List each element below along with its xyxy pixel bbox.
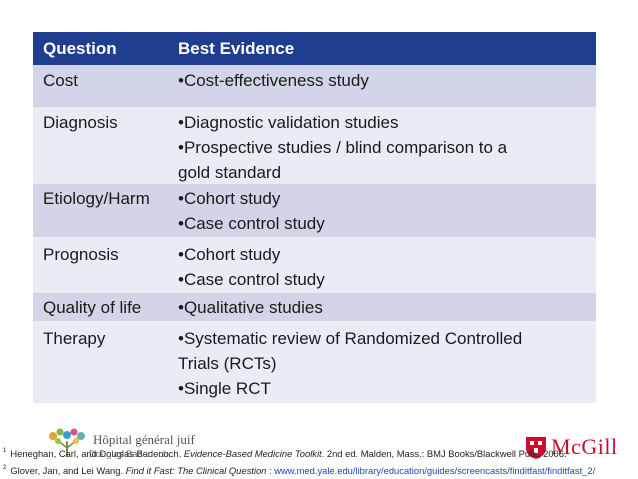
evidence-cell: •Systematic review of Randomized Control… [173, 326, 596, 403]
evidence-line: gold standard [178, 163, 282, 182]
reference-separator: : [266, 465, 275, 476]
table-row: Prognosis •Cohort study •Case control st… [33, 237, 596, 293]
hospital-name: Hôpital général juif [93, 432, 195, 447]
evidence-line: •Case control study [178, 214, 325, 233]
table-header: Question Best Evidence [33, 32, 596, 65]
header-evidence: Best Evidence [178, 38, 295, 58]
table-row: Therapy •Systematic review of Randomized… [33, 321, 596, 403]
question-cell: Etiology/Harm [43, 189, 150, 208]
reference-link[interactable]: www.med.yale.edu/library/education/guide… [274, 465, 596, 476]
reference-publisher: . 2nd ed. Malden, Mass.: BMJ Books/Black… [321, 448, 567, 459]
reference-title: Evidence-Based Medicine Toolkit [183, 448, 322, 459]
table-row: Cost •Cost-effectiveness study [33, 65, 596, 107]
evidence-line: •Cost-effectiveness study [178, 71, 369, 90]
question-cell: Prognosis [43, 245, 119, 264]
evidence-line: •Cohort study [178, 189, 281, 208]
evidence-line: •Systematic review of Randomized Control… [178, 329, 523, 348]
question-cell: Diagnosis [43, 113, 118, 132]
evidence-line: •Diagnostic validation studies [178, 113, 399, 132]
evidence-line: Trials (RCTs) [178, 354, 277, 373]
evidence-line: •Cohort study [178, 245, 281, 264]
footer: Hôpital général juif McGill 1 Heneghan, C… [0, 428, 638, 479]
hospital-logo: Hôpital général juif [45, 428, 205, 458]
question-cell: Cost [43, 71, 78, 90]
evidence-line: •Case control study [178, 270, 325, 289]
table-row: Diagnosis •Diagnostic validation studies… [33, 107, 596, 184]
reference-1: 1 Heneghan, Carl, and Douglas Badenoch. E… [3, 448, 567, 459]
evidence-table: Question Best Evidence Cost •Cost-effect… [33, 32, 596, 403]
question-cell: Therapy [43, 329, 106, 348]
header-question: Question [43, 38, 117, 58]
question-cell: Quality of life [43, 298, 142, 317]
reference-2: 2 Glover, Jan, and Lei Wang. Find it Fast… [3, 465, 595, 476]
table-row: Quality of life •Qualitative studies [33, 293, 596, 321]
evidence-line: •Single RCT [178, 379, 271, 398]
evidence-cell: •Diagnostic validation studies •Prospect… [173, 110, 596, 184]
reference-title: Find it Fast: The Clinical Question [125, 465, 267, 476]
evidence-line: •Prospective studies / blind comparison … [178, 138, 508, 157]
mcgill-wordmark: McGill [551, 434, 618, 459]
crest-icon [526, 437, 546, 459]
table-row: Etiology/Harm •Cohort study •Case contro… [33, 184, 596, 237]
evidence-cell: •Qualitative studies [173, 295, 596, 321]
evidence-cell: •Cost-effectiveness study [173, 68, 596, 107]
reference-authors: Glover, Jan, and Lei Wang. [10, 465, 126, 476]
mcgill-logo: McGill [525, 434, 625, 460]
evidence-cell: •Cohort study •Case control study [173, 186, 596, 237]
reference-authors: Heneghan, Carl, and Douglas Badenoch. [10, 448, 184, 459]
evidence-cell: •Cohort study •Case control study [173, 242, 596, 293]
overlapping-text: Douglas Badenoch. [89, 448, 171, 459]
tree-logo-icon [49, 428, 85, 457]
evidence-line: •Qualitative studies [178, 298, 323, 317]
reference-number: 1 [3, 448, 7, 454]
reference-number: 2 [3, 465, 7, 471]
